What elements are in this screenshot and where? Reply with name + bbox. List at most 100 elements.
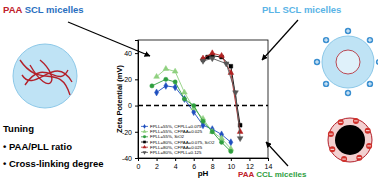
data-point bbox=[209, 57, 215, 62]
y-tick: 40 bbox=[124, 50, 138, 57]
charge-badge bbox=[323, 81, 329, 87]
minus-sign bbox=[329, 134, 333, 135]
annotation-part: PAA bbox=[3, 4, 22, 15]
data-point bbox=[182, 89, 188, 94]
y-tick: -20 bbox=[122, 129, 138, 136]
data-point bbox=[219, 135, 225, 140]
y-tick-label: 0 bbox=[128, 102, 132, 109]
annotation: PLL SCL micelles bbox=[262, 4, 341, 15]
charge-badge bbox=[345, 28, 351, 34]
plus-sign bbox=[346, 91, 350, 95]
plot: 0 2 4 6 8 10 12 14 -40 -20 0 20 40 pH Zeta Potential (… bbox=[115, 40, 272, 178]
legend-line bbox=[141, 136, 148, 137]
x-tick-mark bbox=[175, 158, 176, 161]
marks bbox=[150, 50, 243, 154]
micelle-left bbox=[13, 44, 77, 108]
x-tick-label: 12 bbox=[246, 163, 254, 170]
zero-line bbox=[138, 105, 268, 106]
x-tick-mark bbox=[212, 158, 213, 161]
polymer-chain bbox=[22, 71, 72, 82]
y-tick-mark bbox=[135, 158, 138, 159]
plus-sign bbox=[368, 38, 372, 42]
x-tick: 12 bbox=[246, 158, 254, 170]
annotation-part: PLL bbox=[262, 4, 280, 15]
x-tick: 2 bbox=[155, 158, 159, 170]
data-point bbox=[155, 89, 159, 96]
micelle-right-bottom-core bbox=[335, 125, 365, 155]
data-point bbox=[233, 91, 239, 96]
annotation-part: SCL micelles bbox=[282, 4, 341, 15]
charge-badge bbox=[376, 59, 378, 65]
annotation: Tuning bbox=[3, 123, 34, 134]
data-point bbox=[173, 80, 177, 84]
y-tick: -40 bbox=[122, 155, 138, 162]
data-point bbox=[164, 82, 168, 89]
minus-sign bbox=[331, 149, 335, 150]
annotations: PAA SCL micellesPLL SCL micellesPAA CCL … bbox=[3, 4, 341, 179]
x-tick-label: 14 bbox=[265, 163, 273, 170]
legend-symbol bbox=[142, 129, 146, 132]
annotation-part: PAA bbox=[238, 170, 255, 179]
data-point bbox=[223, 62, 229, 67]
y-axis-title: Zeta Potential (mV) bbox=[115, 65, 124, 133]
y-tick-mark bbox=[135, 79, 138, 80]
data-point bbox=[210, 130, 214, 134]
legend: FPLL=55%, CFPLL=0.075FPLL=55%, CFPAA=0.0… bbox=[141, 124, 215, 155]
x-tick-mark bbox=[194, 158, 195, 161]
y-axis-line bbox=[135, 41, 139, 159]
data-point bbox=[229, 149, 233, 153]
charge-badge bbox=[356, 155, 362, 161]
x-tick: 8 bbox=[211, 158, 215, 170]
x-axis-line bbox=[139, 159, 269, 162]
x-tick-label: 4 bbox=[174, 163, 178, 170]
legend-symbol bbox=[142, 145, 146, 148]
series-line bbox=[203, 53, 240, 132]
data-point bbox=[219, 52, 225, 57]
x-tick-label: 10 bbox=[227, 163, 235, 170]
legend-symbol bbox=[142, 151, 146, 154]
minus-sign bbox=[342, 159, 346, 160]
legend-symbol bbox=[143, 124, 146, 129]
micelle-right-bottom-shell bbox=[328, 118, 372, 162]
charge-badge bbox=[328, 131, 334, 137]
minus-sign bbox=[366, 130, 370, 131]
legend-symbol bbox=[143, 135, 146, 138]
data-point bbox=[237, 137, 243, 142]
x-tick: 0 bbox=[137, 158, 141, 170]
x-tick-mark bbox=[268, 158, 269, 161]
y-tick-label: 20 bbox=[124, 76, 132, 83]
micelle-core bbox=[336, 50, 360, 74]
x-tick: 14 bbox=[265, 158, 273, 170]
annotation-part: CCL micelles bbox=[256, 170, 307, 179]
y-tick-mark bbox=[135, 53, 138, 54]
plus-sign bbox=[315, 60, 319, 64]
data-point bbox=[172, 68, 178, 73]
x-tick-label: 6 bbox=[192, 163, 196, 170]
charge-badge bbox=[338, 119, 344, 125]
minus-sign bbox=[367, 145, 371, 146]
data-point bbox=[229, 139, 233, 146]
legend-symbol bbox=[143, 141, 146, 144]
data-point bbox=[150, 84, 154, 88]
x-axis-title: pH bbox=[198, 169, 209, 178]
annotation: PAA SCL micelles bbox=[3, 4, 84, 15]
annotation: PAA CCL micelles bbox=[238, 170, 307, 179]
charge-badge bbox=[367, 37, 373, 43]
charge-badge bbox=[314, 59, 320, 65]
annotation: • Cross-linking degree bbox=[3, 158, 103, 169]
charge-badge bbox=[345, 90, 351, 96]
data-point bbox=[219, 140, 223, 144]
x-tick: 10 bbox=[227, 158, 235, 170]
plus-sign bbox=[324, 38, 328, 42]
data-point bbox=[182, 97, 186, 101]
x-tick-mark bbox=[157, 158, 158, 161]
y-tick-mark bbox=[135, 106, 138, 107]
plot-frame bbox=[138, 40, 268, 158]
data-point bbox=[237, 128, 243, 133]
legend-label: FPLL=80%, CFPLL=0.125 bbox=[150, 150, 202, 155]
x-tick-label: 8 bbox=[211, 163, 215, 170]
data-point bbox=[229, 64, 233, 68]
plus-sign bbox=[368, 82, 372, 86]
annotation-part: SCL micelles bbox=[25, 4, 84, 15]
charge-badge bbox=[353, 118, 359, 124]
